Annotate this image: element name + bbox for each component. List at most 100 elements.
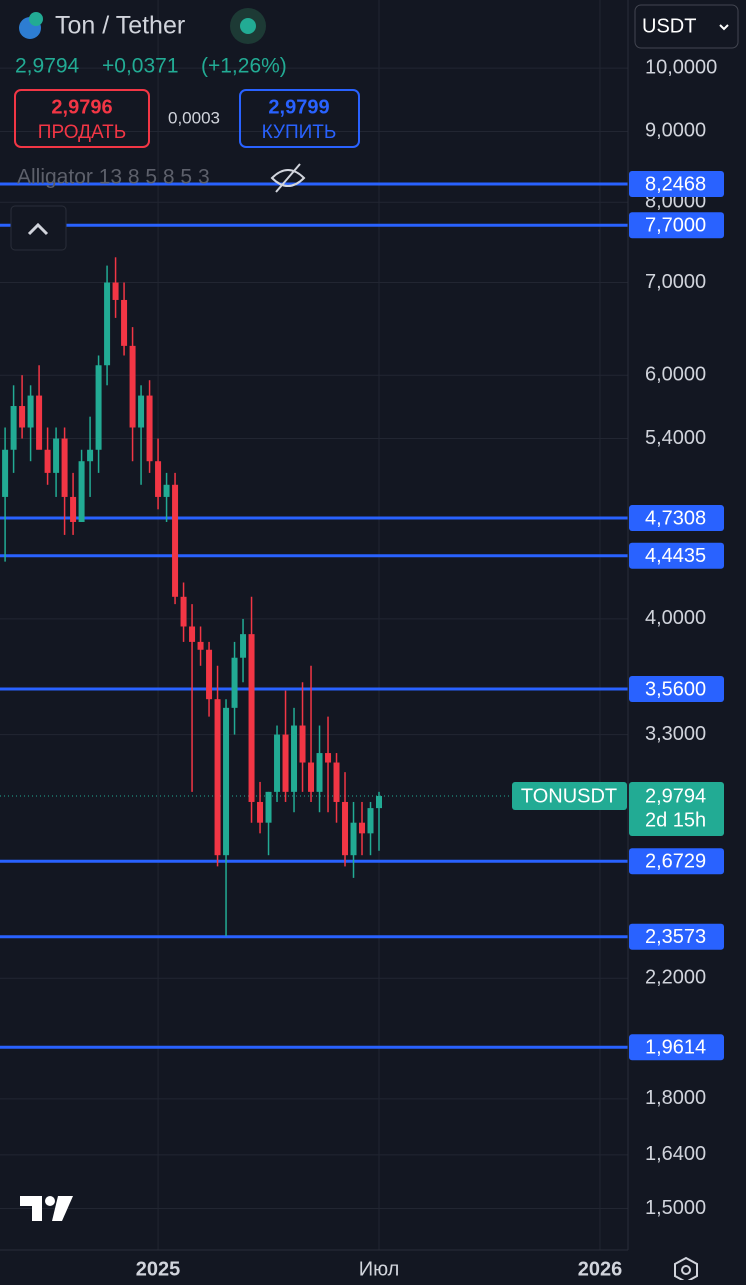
candle-body [367,808,374,834]
candle-body [308,762,315,792]
candle-body [78,461,85,522]
candle-body [189,626,196,642]
level-tag [629,212,724,239]
candle-body [257,801,264,823]
candle-body [70,496,77,522]
candle-body [87,449,94,462]
hide-icon[interactable] [270,163,306,193]
candle-body [291,725,298,792]
candle-body [359,822,366,834]
candle-body [44,449,51,473]
level-label: 1,9614 [645,1037,706,1059]
candle-body [240,634,247,658]
level-label: 4,4435 [645,545,706,567]
tv-logo [20,1196,73,1221]
y-tick-label: 2,2000 [645,967,706,989]
candle-body [2,449,9,497]
candle-body [53,438,60,473]
candle-body [121,299,128,346]
symbol-label: TONUSDT [521,785,617,807]
y-tick-label: 1,5000 [645,1197,706,1219]
collapse-button[interactable] [10,205,67,251]
candle-body [197,641,204,650]
candle-body [265,791,272,823]
buy-price: 2,9799 [268,96,329,118]
y-tick-label: 10,0000 [645,56,717,78]
level-tag [629,505,724,532]
y-tick-label: 9,0000 [645,120,706,142]
symbol-tag [512,782,627,811]
candle-body [104,282,111,366]
candle-body [325,753,332,763]
sell-label: ПРОДАТЬ [38,122,126,143]
x-tick-label: 2025 [136,1258,181,1280]
chevron [27,222,49,236]
candle-body [316,753,323,792]
candle-body [282,734,289,792]
y-tick-label: 6,0000 [645,363,706,385]
candle-body [223,707,230,856]
level-label: 8,2468 [645,173,706,195]
level-label: 3,5600 [645,678,706,700]
y-tick-label: 5,4000 [645,427,706,449]
candle-body [333,762,340,802]
countdown: 2d 15h [645,809,706,831]
candle-body [214,699,221,856]
level-tag [629,542,724,569]
change: +0,0371 [102,55,179,78]
indicator[interactable]: Alligator 13 8 5 8 5 3 [17,166,210,189]
candle-body [95,365,102,450]
candle-body [299,725,306,763]
level-label: 2,3573 [645,926,706,948]
candle-body [180,596,187,627]
candle-body [206,649,213,700]
candle-body [350,822,357,856]
change-pct: (+1,26%) [201,55,287,78]
candle-body [376,796,383,809]
candle-body [248,634,255,802]
y-tick-label: 4,0000 [645,607,706,629]
candle-body [155,461,162,497]
sell-button[interactable] [14,89,150,148]
price-label: 2,9794 [645,785,706,807]
candle-body [112,282,119,300]
y-tick-label: 1,6400 [645,1143,706,1165]
buy-label: КУПИТЬ [262,122,337,143]
candle-body [172,484,179,597]
coin-icon [29,12,43,26]
candle-body [342,801,349,856]
level-label: 2,6729 [645,851,706,873]
price: 2,9794 [15,55,80,78]
candle-body [274,734,281,792]
price-axis: 10,00009,00008,00007,00006,00005,40004,0… [512,56,724,1219]
level-tag [629,675,724,702]
currency-select[interactable] [634,4,739,49]
candle-body [129,345,136,428]
candle-body [10,406,17,450]
price-tag [629,782,724,837]
currency: USDT [642,15,696,37]
y-tick-label: 7,0000 [645,271,706,293]
candle-body [61,438,68,497]
level-tag [629,848,724,875]
candle-body [163,484,170,497]
candles [2,257,383,937]
buy-button[interactable] [239,89,360,148]
status [240,18,256,34]
symbol[interactable]: Ton / Tether [55,12,185,40]
candle-body [138,395,145,428]
level-label: 7,7000 [645,215,706,237]
candle-body [19,406,26,428]
y-tick-label: 1,8000 [645,1087,706,1109]
candle-body [36,395,43,450]
sell-price: 2,9796 [51,96,112,118]
candle-body [27,395,34,428]
level-tag [629,923,724,950]
level-tag [629,170,724,197]
x-tick-label: Июл [359,1258,400,1280]
grid [0,0,628,1250]
level-label: 4,7308 [645,507,706,529]
